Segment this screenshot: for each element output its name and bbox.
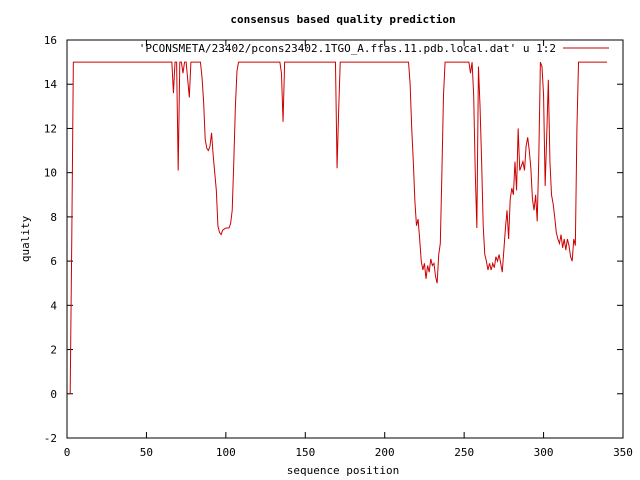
y-tick-label: 14	[44, 78, 58, 91]
legend-label: 'PCONSMETA/23402/pcons23402.1TGO_A.ffas.…	[139, 42, 556, 55]
y-tick-label: 10	[44, 167, 57, 180]
series-line	[68, 61, 608, 395]
x-tick-label: 100	[216, 446, 236, 459]
y-axis-label: quality	[19, 215, 32, 262]
chart-title: consensus based quality prediction	[230, 13, 455, 26]
x-tick-label: 250	[454, 446, 474, 459]
y-axis: -2 0 2 4 6 8 10 12 14 16	[44, 34, 623, 445]
y-tick-label: 8	[50, 211, 57, 224]
x-axis: 0 50 100 150 200 250 300 350	[64, 40, 633, 459]
y-tick-label: 12	[44, 122, 57, 135]
x-tick-label: 350	[613, 446, 633, 459]
x-tick-label: 50	[140, 446, 153, 459]
x-axis-label: sequence position	[287, 464, 400, 477]
y-tick-label: 0	[50, 388, 57, 401]
x-tick-label: 300	[534, 446, 554, 459]
plot-frame	[66, 39, 624, 439]
y-tick-label: 16	[44, 34, 57, 47]
x-tick-label: 0	[64, 446, 71, 459]
x-tick-label: 200	[375, 446, 395, 459]
legend: 'PCONSMETA/23402/pcons23402.1TGO_A.ffas.…	[139, 42, 609, 55]
y-tick-label: -2	[44, 432, 57, 445]
y-tick-label: 6	[50, 255, 57, 268]
x-tick-label: 150	[295, 446, 315, 459]
y-tick-label: 4	[50, 299, 57, 312]
y-tick-label: 2	[50, 344, 57, 357]
